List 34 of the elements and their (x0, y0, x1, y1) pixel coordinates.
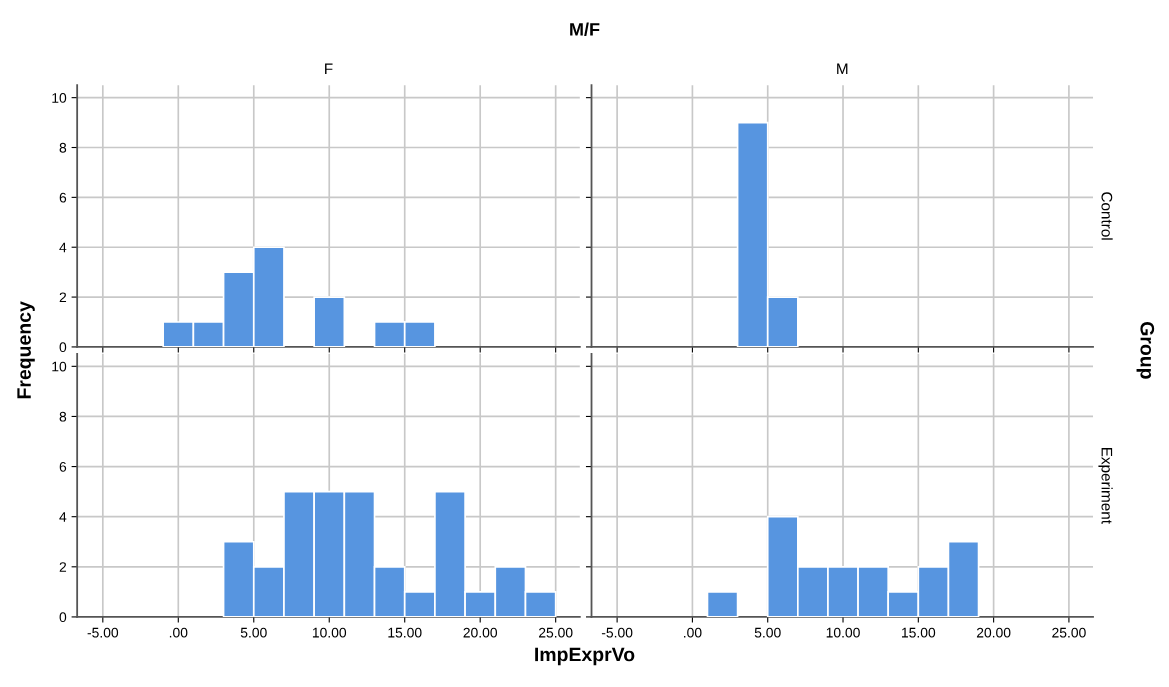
y-tick-label: 0 (59, 342, 67, 353)
y-tick-label: 0 (59, 612, 67, 623)
y-tick-label: 10 (52, 361, 67, 372)
x-tick-label: .00 (169, 627, 188, 638)
text: Experiment (1098, 447, 1113, 524)
y-tick-label: 10 (52, 92, 67, 103)
chart-title: F (325, 63, 333, 75)
y-tick-label: 8 (59, 142, 67, 153)
x-tick-label: 20.00 (463, 627, 498, 638)
x-tick-label: 10.00 (826, 627, 860, 638)
y-tick-label: 2 (59, 292, 67, 303)
x-tick-label: 20.00 (976, 627, 1011, 638)
x-tick-label: 15.00 (902, 627, 936, 638)
x-tick-label: 25.00 (538, 627, 573, 638)
x-tick-label: .00 (684, 627, 702, 638)
y-axis-title: Frequency (17, 301, 35, 399)
y-tick-label: 2 (59, 562, 67, 572)
chart-title: M (837, 63, 848, 75)
x-tick-label: 5.00 (240, 627, 267, 638)
y-tick-label: 6 (59, 461, 67, 472)
x-tick-label: 10.00 (312, 627, 347, 638)
text: M/F (570, 22, 600, 36)
text: Group (1136, 322, 1155, 379)
x-tick-label: -5.00 (87, 627, 119, 638)
y-tick-label: 8 (59, 411, 67, 422)
x-tick-label: 5.00 (754, 627, 781, 638)
y-tick-label: 6 (59, 192, 67, 203)
y-tick-label: 4 (59, 242, 67, 253)
x-tick-label: 25.00 (1052, 627, 1086, 638)
text: Control (1101, 192, 1113, 240)
x-tick-label: -5.00 (601, 627, 633, 638)
x-tick-label: 15.00 (388, 627, 422, 638)
x-axis-title: ImpExprVo (535, 647, 635, 666)
y-tick-label: 4 (59, 512, 67, 522)
